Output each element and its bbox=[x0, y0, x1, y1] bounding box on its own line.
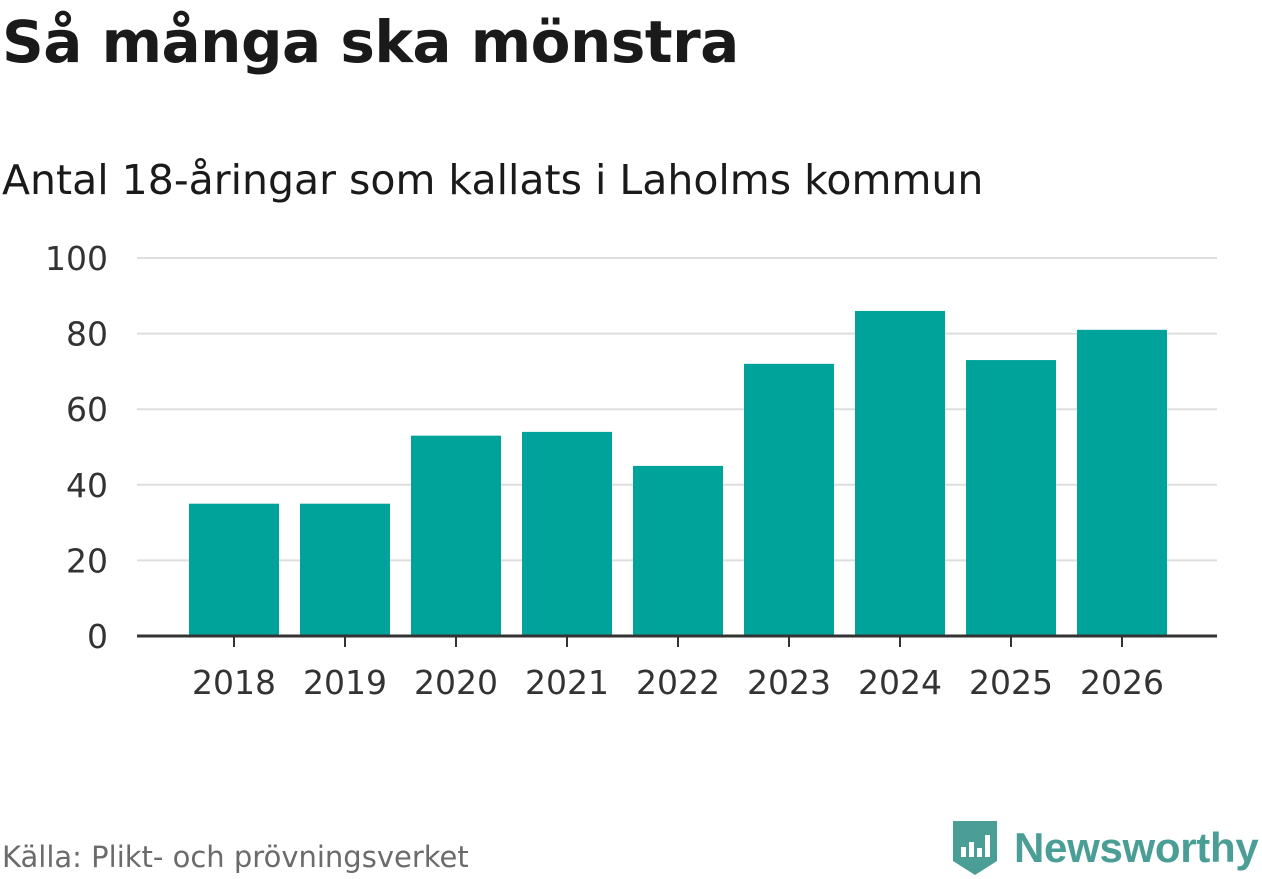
bar-2019 bbox=[300, 503, 390, 636]
y-tick-label: 20 bbox=[66, 541, 108, 580]
x-tick-label: 2020 bbox=[414, 663, 498, 702]
bar-2018 bbox=[189, 503, 279, 636]
bar-2025 bbox=[966, 360, 1056, 636]
bar-2023 bbox=[744, 363, 834, 636]
x-tick-label: 2023 bbox=[747, 663, 831, 702]
brand-logo[interactable]: Newsworthy bbox=[950, 818, 1259, 878]
bar-2020 bbox=[411, 435, 501, 636]
x-tick-label: 2018 bbox=[192, 663, 276, 702]
y-tick-label: 40 bbox=[66, 466, 108, 505]
x-tick-label: 2019 bbox=[303, 663, 387, 702]
y-tick-label: 80 bbox=[66, 315, 108, 354]
x-tick-label: 2021 bbox=[525, 663, 609, 702]
newsworthy-logo-icon bbox=[953, 821, 997, 875]
bars bbox=[189, 310, 1167, 636]
bar-2026 bbox=[1077, 329, 1167, 636]
source-note: Källa: Plikt- och prövningsverket bbox=[2, 840, 469, 874]
x-tick-label: 2026 bbox=[1080, 663, 1164, 702]
y-axis-ticks: 0 20 40 60 80 100 bbox=[45, 239, 108, 656]
y-tick-label: 0 bbox=[87, 617, 108, 656]
chart-subtitle: Antal 18-åringar som kallats i Laholms k… bbox=[2, 156, 984, 204]
x-tick-label: 2024 bbox=[858, 663, 942, 702]
x-tick-label: 2025 bbox=[969, 663, 1053, 702]
x-tick-label: 2022 bbox=[636, 663, 720, 702]
bar-2021 bbox=[522, 431, 612, 636]
y-tick-label: 100 bbox=[45, 239, 108, 278]
brand-name: Newsworthy bbox=[1014, 824, 1259, 871]
y-tick-label: 60 bbox=[66, 390, 108, 429]
bar-2024 bbox=[855, 310, 945, 636]
chart-title: Så många ska mönstra bbox=[2, 8, 739, 76]
bar-2022 bbox=[633, 465, 723, 636]
x-axis: 2018 2019 2020 2021 2022 2023 2024 2025 2026 bbox=[137, 634, 1217, 702]
